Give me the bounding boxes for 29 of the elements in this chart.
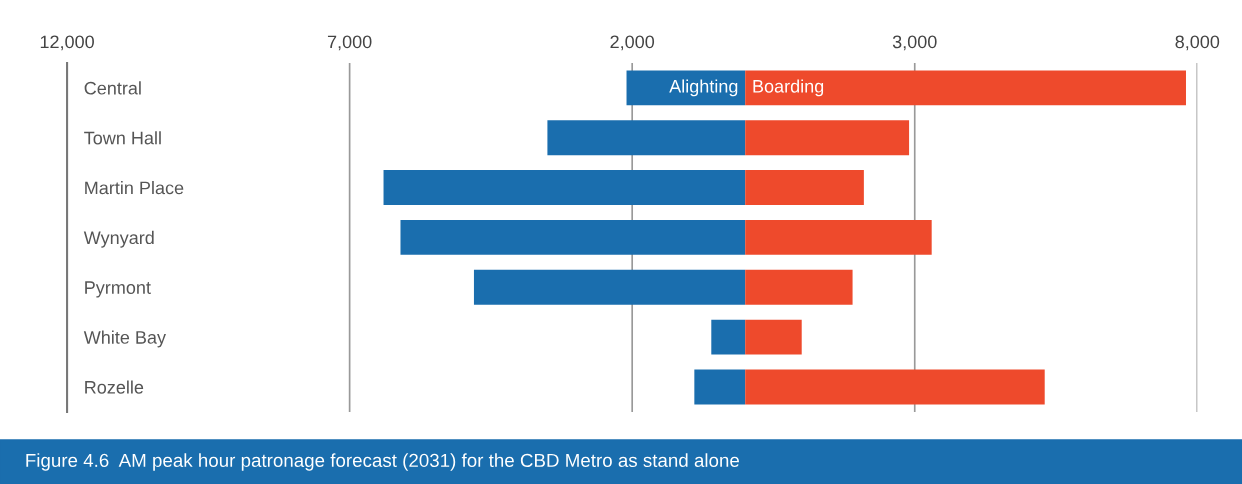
- bar: [745, 369, 1045, 405]
- y-tick-label: Martin Place: [85, 181, 184, 195]
- series-label: Alighting: [669, 79, 738, 97]
- x-tick-label: 3,000: [892, 35, 937, 51]
- x-tick-label: 7,000: [327, 35, 372, 51]
- bar: [473, 269, 746, 305]
- bar: [383, 170, 746, 205]
- bar: [400, 219, 746, 255]
- x-tick-label: 8,000: [1175, 35, 1220, 51]
- bar: [711, 319, 746, 355]
- y-tick-label: Pyrmont: [85, 281, 151, 298]
- bar: [745, 170, 864, 205]
- text: Figure 4.6 AM peak hour patronage forecast (2031) for the CBD Metro as stand alone: [26, 453, 739, 471]
- bar: [745, 269, 853, 305]
- y-tick-label: Town Hall: [84, 131, 161, 145]
- y-tick-label: Wynyard: [83, 230, 154, 248]
- bar: [745, 120, 910, 156]
- series-label: Boarding: [753, 79, 824, 97]
- x-tick-label: 2,000: [610, 35, 655, 51]
- x-tick-label: 12,000: [40, 35, 94, 51]
- bar: [547, 120, 746, 156]
- bar: [745, 70, 1186, 106]
- bar: [745, 219, 932, 255]
- bar: [745, 319, 802, 355]
- y-tick-label: White Bay: [83, 330, 166, 348]
- bar: [694, 369, 746, 405]
- bar: [626, 70, 746, 106]
- y-tick-label: Central: [84, 81, 141, 95]
- y-tick-label: Rozelle: [85, 380, 144, 394]
